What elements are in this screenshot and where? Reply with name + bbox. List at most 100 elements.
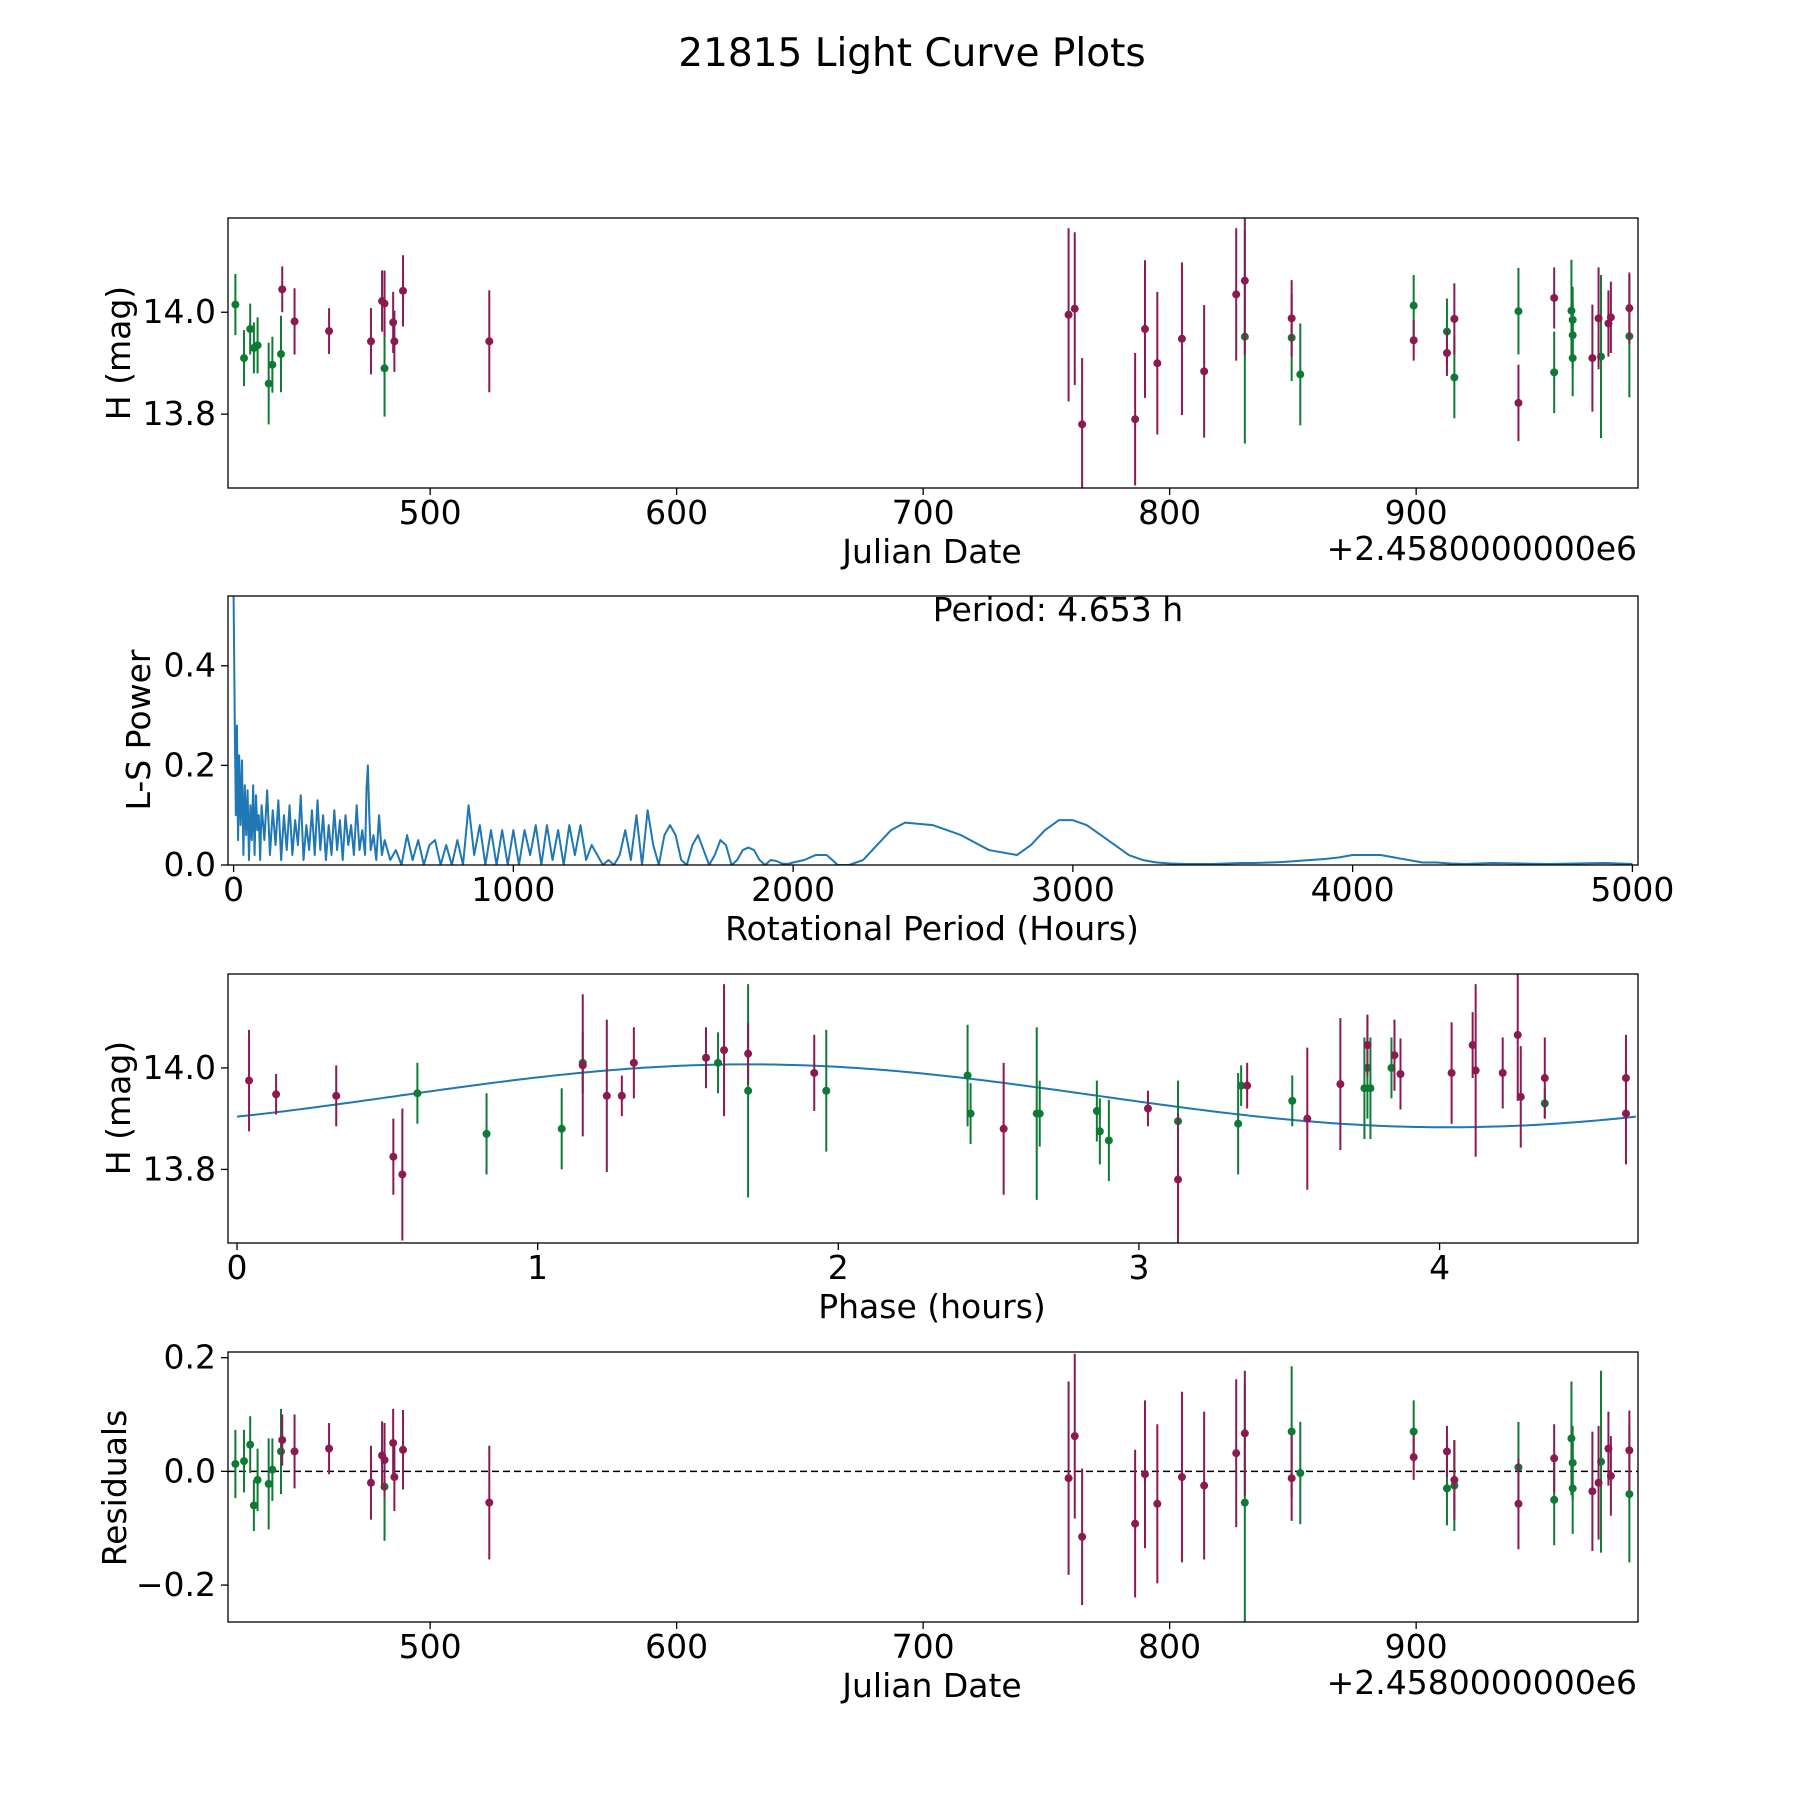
magenta-data-point xyxy=(1409,336,1418,345)
magenta-data-point xyxy=(1143,1104,1152,1113)
magenta-data-point xyxy=(485,337,494,346)
green-data-point xyxy=(1568,1484,1577,1493)
green-data-point xyxy=(253,1475,262,1484)
x-tick-label: 700 xyxy=(892,1627,955,1666)
green-data-point xyxy=(1450,373,1459,382)
magenta-data-point xyxy=(1442,1447,1451,1456)
magenta-data-point xyxy=(1174,1175,1183,1184)
magenta-data-point xyxy=(1064,310,1073,319)
green-data-point xyxy=(380,364,389,373)
magenta-data-point xyxy=(602,1091,611,1100)
magenta-data-point xyxy=(278,1436,287,1445)
magenta-data-point xyxy=(1550,293,1559,302)
green-data-point xyxy=(246,1440,255,1449)
magenta-data-point xyxy=(1498,1068,1507,1077)
magenta-data-point xyxy=(325,327,334,336)
green-data-point xyxy=(1360,1084,1369,1093)
magenta-data-point xyxy=(278,285,287,294)
phase-frame xyxy=(227,973,1639,1244)
x-tick-label: 3000 xyxy=(1031,870,1115,909)
periodogram-y-label: L-S Power xyxy=(119,649,158,810)
magenta-data-point xyxy=(1153,1499,1162,1508)
magenta-data-point xyxy=(398,1170,407,1179)
magenta-data-point xyxy=(1363,1041,1372,1050)
green-data-point xyxy=(1409,1427,1418,1436)
magenta-data-point xyxy=(1594,1478,1603,1487)
magenta-data-point xyxy=(380,299,389,308)
magenta-data-point xyxy=(390,1473,399,1482)
magenta-data-point xyxy=(1550,1454,1559,1463)
residuals-y-label: Residuals xyxy=(95,1410,134,1567)
green-data-point xyxy=(268,360,277,369)
green-data-point xyxy=(1567,306,1576,315)
magenta-data-point xyxy=(399,286,408,295)
magenta-data-point xyxy=(1409,1453,1418,1462)
magenta-data-point xyxy=(1240,1429,1249,1438)
green-data-point xyxy=(1237,1081,1246,1090)
magenta-data-point xyxy=(1303,1114,1312,1123)
periodogram-marks xyxy=(232,596,1633,865)
green-data-point xyxy=(1095,1127,1104,1136)
green-data-point xyxy=(276,350,285,359)
green-data-point xyxy=(963,1071,972,1080)
x-tick-label: 0 xyxy=(227,1248,248,1287)
green-data-point xyxy=(1409,301,1418,310)
lc-plot-area xyxy=(231,218,1634,488)
magenta-data-point xyxy=(1243,1081,1252,1090)
x-tick-label: 700 xyxy=(892,493,955,532)
green-data-point xyxy=(966,1109,975,1118)
magenta-data-point xyxy=(1516,1092,1525,1101)
x-tick-label: 4000 xyxy=(1311,870,1395,909)
magenta-data-point xyxy=(1131,415,1140,424)
green-data-point xyxy=(1104,1136,1113,1145)
magenta-data-point xyxy=(1153,359,1162,368)
green-data-point xyxy=(231,300,240,309)
magenta-data-point xyxy=(1078,420,1087,429)
magenta-data-point xyxy=(366,1478,375,1487)
magenta-data-point xyxy=(617,1091,626,1100)
magenta-data-point xyxy=(810,1068,819,1077)
y-tick-label: −0.2 xyxy=(136,1565,216,1604)
green-data-point xyxy=(1366,1084,1375,1093)
magenta-data-point xyxy=(1468,1041,1477,1050)
x-tick-label: 4 xyxy=(1429,1248,1450,1287)
magenta-data-point xyxy=(1588,354,1597,363)
green-data-point xyxy=(714,1058,723,1067)
green-data-point xyxy=(246,325,255,334)
periodogram-plot-area xyxy=(232,596,1633,865)
magenta-data-point xyxy=(1396,1069,1405,1078)
magenta-data-point xyxy=(1232,290,1241,299)
magenta-data-point xyxy=(1070,304,1079,313)
green-data-point xyxy=(1568,354,1577,363)
magenta-data-point xyxy=(1514,1499,1523,1508)
x-tick-label: 0 xyxy=(223,870,244,909)
light-curve-x-offset: +2.4580000000e6 xyxy=(1327,529,1637,568)
magenta-data-point xyxy=(1200,1481,1209,1490)
magenta-data-point xyxy=(366,337,375,346)
x-tick-label: 2 xyxy=(828,1248,849,1287)
phase-x-ticks: 0 1 2 3 4 xyxy=(227,1243,1450,1287)
magenta-data-point xyxy=(1140,1470,1149,1479)
phase-panel: 0 1 2 3 4 13.8 14.0 Phase (hours) H (mag) xyxy=(99,973,1639,1326)
x-tick-label: 1 xyxy=(527,1248,548,1287)
magenta-data-point xyxy=(1287,314,1296,323)
green-data-point xyxy=(1625,1490,1634,1499)
residuals-x-offset: +2.4580000000e6 xyxy=(1327,1663,1637,1702)
phase-y-label: H (mag) xyxy=(99,1041,138,1175)
light-curve-y-ticks: 13.8 14.0 xyxy=(143,292,228,433)
magenta-data-point xyxy=(380,1456,389,1464)
magenta-data-point xyxy=(578,1061,587,1070)
y-tick-label: 0.2 xyxy=(164,1338,216,1377)
magenta-data-point xyxy=(390,337,399,346)
phase-marks xyxy=(236,974,1637,1243)
x-tick-label: 600 xyxy=(645,493,708,532)
y-tick-label: 0.0 xyxy=(164,1451,216,1490)
green-data-point xyxy=(557,1124,566,1133)
y-tick-label: 13.8 xyxy=(143,1149,216,1188)
x-tick-label: 900 xyxy=(1385,1627,1448,1666)
magenta-data-point xyxy=(1240,276,1249,285)
x-tick-label: 500 xyxy=(399,1627,462,1666)
y-tick-label: 14.0 xyxy=(143,292,216,331)
x-tick-label: 800 xyxy=(1138,1627,1201,1666)
